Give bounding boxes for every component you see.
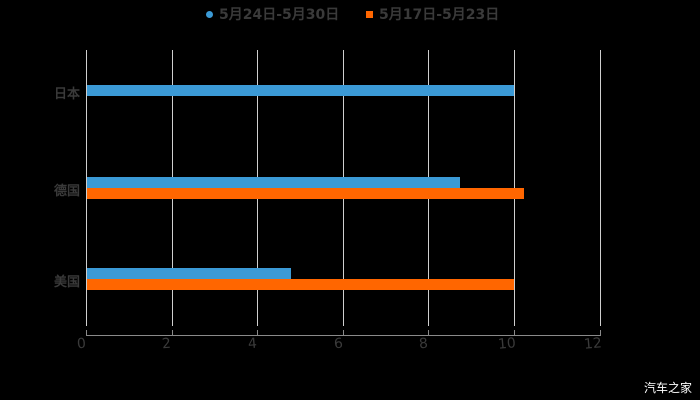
x-tick-label: 2 [161, 335, 172, 353]
legend-item-series-1[interactable]: 5月24日-5月30日 [206, 4, 339, 24]
x-tick-label: 6 [333, 335, 344, 353]
watermark-logo: 汽车之家 [643, 381, 692, 395]
x-tick [172, 330, 173, 336]
category-label-usa: 美国 [53, 275, 80, 290]
legend-square-icon [366, 10, 373, 18]
x-tick [514, 330, 515, 336]
x-tick-label: 4 [247, 335, 258, 353]
x-tick-label: 10 [497, 335, 517, 353]
x-tick [343, 330, 344, 336]
bar-germany-series-2[interactable] [87, 188, 524, 199]
bar-germany-series-1[interactable] [87, 177, 460, 188]
legend-item-series-2[interactable]: 5月17日-5月23日 [366, 4, 499, 24]
bar-usa-series-1[interactable] [87, 268, 291, 279]
x-tick-label: 12 [583, 335, 603, 353]
x-tick [86, 330, 87, 336]
x-tick-label: 0 [76, 335, 87, 353]
bar-usa-series-2[interactable] [87, 279, 514, 290]
bar-japan-series-1[interactable] [87, 85, 514, 96]
gridline [86, 50, 87, 326]
legend-circle-icon [206, 10, 213, 18]
x-tick [428, 330, 429, 336]
x-tick [257, 330, 258, 336]
x-tick [600, 330, 601, 336]
legend-label: 5月17日-5月23日 [379, 7, 500, 23]
legend-label: 5月24日-5月30日 [219, 7, 340, 23]
category-label-japan: 日本 [53, 87, 80, 102]
x-tick-label: 8 [418, 335, 429, 353]
chart-legend: 5月24日-5月30日 5月17日-5月23日 [0, 4, 700, 24]
category-label-germany: 德国 [53, 184, 80, 199]
gridline [600, 50, 601, 326]
